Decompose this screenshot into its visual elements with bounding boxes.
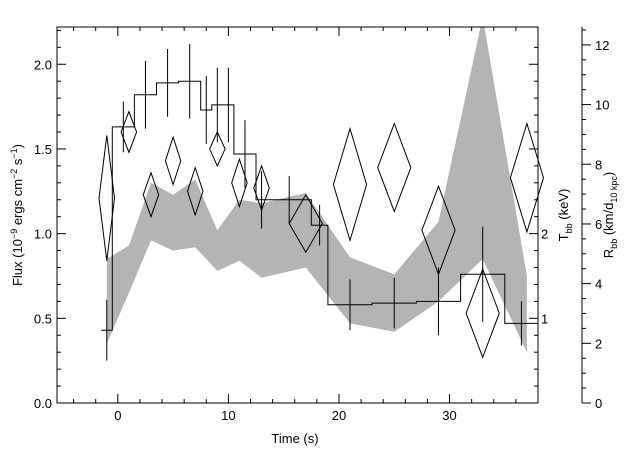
y3-axis-label-end: ) — [601, 172, 616, 176]
temperature-diamond — [377, 122, 412, 214]
x-tick-label: 10 — [221, 408, 235, 423]
y3-axis-label-sub: bb — [609, 239, 619, 249]
y-tick-label: 2.0 — [34, 57, 52, 72]
radius-band — [106, 27, 527, 353]
y-axis-label-sup3: −1 — [9, 148, 19, 158]
y-axis-label-sup2: −2 — [9, 169, 19, 179]
temperature-diamond-layer — [98, 110, 545, 359]
y3-tick-label: 8 — [595, 157, 602, 172]
x-tick-label: 0 — [114, 408, 121, 423]
y-axis-label-end: ) — [10, 144, 25, 148]
y3-tick-label: 6 — [595, 217, 602, 232]
temperature-diamond — [421, 184, 456, 276]
y3-tick-label: 0 — [595, 396, 602, 411]
y-tick-label: 1.0 — [34, 227, 52, 242]
x-axis-label: Time (s) — [271, 431, 318, 446]
y3-axis-label-sub2: 10 kpc — [609, 176, 619, 203]
temperature-diamond — [253, 164, 270, 212]
temperature-diamond — [231, 157, 248, 209]
y3-axis-label: Rbb (km/d10 kpc) — [601, 172, 619, 258]
radius-band-layer — [106, 27, 527, 353]
y2-axis-label-end: (keV) — [556, 189, 571, 224]
x-tick-label: 30 — [442, 408, 456, 423]
temperature-diamond — [98, 135, 116, 261]
y3-axis-label-main: R — [601, 249, 616, 258]
temperature-diamond — [288, 193, 323, 254]
y-axis-label-mid1: ergs cm — [10, 179, 25, 229]
y3-tick-label: 2 — [595, 336, 602, 351]
plot-frame — [56, 26, 539, 404]
y-axis-label-mid2: s — [10, 158, 25, 169]
temperature-diamond — [186, 165, 204, 217]
y3-tick-label: 4 — [595, 277, 602, 292]
y2-axis-label-main: T — [556, 233, 571, 241]
labels-layer: Time (s) Flux (10−9 ergs cm−2 s−1) Tbb (… — [9, 144, 619, 446]
temperature-diamond — [465, 267, 500, 359]
temperature-diamond — [209, 130, 226, 168]
temperature-diamond — [332, 126, 368, 243]
y2-axis-label: Tbb (keV) — [556, 189, 574, 242]
y2-axis-label-sub: bb — [564, 223, 574, 233]
y-axis-label-main: Flux (10 — [10, 239, 25, 286]
y-axis-label-sup1: −9 — [9, 229, 19, 239]
temperature-diamond — [164, 135, 182, 187]
y-tick-label: 0.0 — [34, 396, 52, 411]
temperature-diamond — [120, 110, 138, 154]
y-tick-label: 1.5 — [34, 142, 52, 157]
y-axis-label: Flux (10−9 ergs cm−2 s−1) — [9, 144, 25, 286]
y-tick-label: 0.5 — [34, 311, 52, 326]
y2-tick-label: 2 — [541, 227, 548, 242]
y3-axis-label-mid: (km/d — [601, 203, 616, 239]
x-tick-label: 20 — [332, 408, 346, 423]
flux-histogram-layer — [101, 43, 538, 361]
y3-tick-label: 12 — [595, 38, 609, 53]
temperature-diamond — [142, 171, 160, 219]
y2-tick-label: 1 — [541, 311, 548, 326]
y3-tick-label: 10 — [595, 98, 609, 113]
